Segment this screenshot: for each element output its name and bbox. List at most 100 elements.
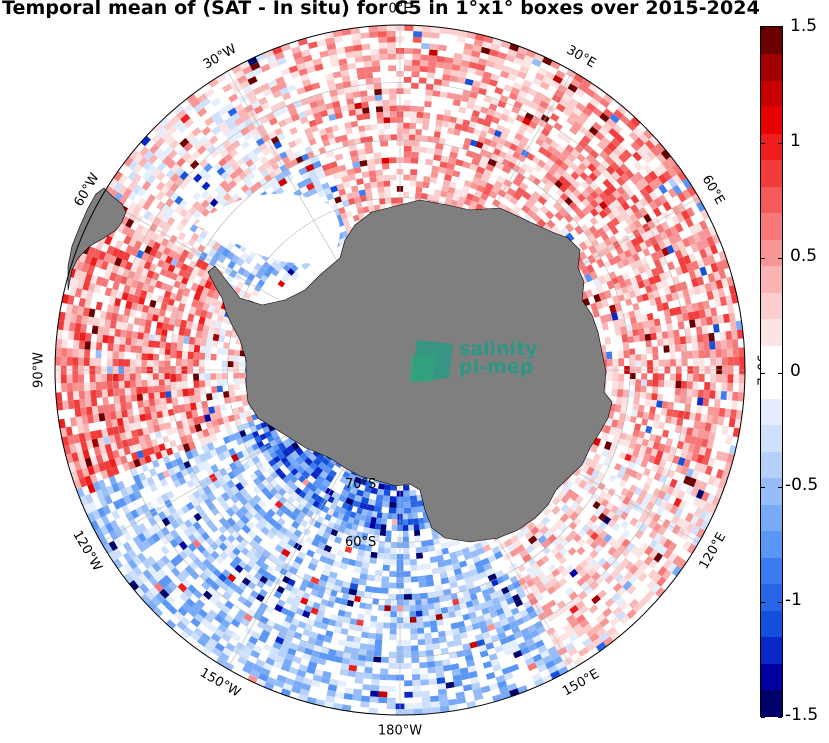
grid-cell <box>344 569 354 578</box>
grid-cell <box>303 494 311 502</box>
grid-cell <box>226 408 234 417</box>
grid-cell <box>375 100 383 107</box>
grid-cell <box>471 195 481 204</box>
grid-cell <box>381 512 388 519</box>
grid-cell <box>265 256 275 266</box>
grid-cell <box>141 346 149 354</box>
grid-cell <box>389 111 397 118</box>
grid-cell <box>425 649 434 657</box>
grid-cell <box>293 529 303 538</box>
grid-cell <box>379 535 386 542</box>
grid-cell <box>362 526 370 534</box>
grid-cell <box>381 576 390 583</box>
grid-cell <box>256 440 265 449</box>
grid-cell <box>403 548 410 554</box>
grid-cell <box>480 539 489 548</box>
grid-cell <box>185 410 193 420</box>
grid-cell <box>434 543 442 551</box>
grid-cell <box>374 639 383 646</box>
grid-cell <box>328 571 338 579</box>
grid-cell <box>367 199 374 207</box>
grid-cell <box>224 422 232 430</box>
grid-cell <box>262 535 272 545</box>
grid-cell <box>291 441 300 451</box>
grid-cell <box>474 190 483 198</box>
grid-cell <box>201 331 209 340</box>
grid-cell <box>143 399 150 408</box>
grid-cell <box>239 356 246 362</box>
grid-cell <box>235 482 244 492</box>
grid-cell <box>358 543 366 551</box>
grid-cell <box>155 404 162 412</box>
grid-cell <box>655 325 662 333</box>
grid-cell <box>409 122 417 129</box>
grid-cell <box>413 524 420 531</box>
grid-cell <box>589 270 598 281</box>
grid-cell <box>409 495 418 502</box>
grid-cell <box>578 251 588 261</box>
grid-cell <box>438 630 446 638</box>
grid-cell <box>359 131 367 138</box>
grid-cell <box>618 358 625 367</box>
grid-cell <box>306 549 315 558</box>
grid-cell <box>387 513 393 520</box>
grid-cell <box>441 149 451 158</box>
grid-cell <box>370 118 378 125</box>
grid-cell <box>266 466 275 475</box>
grid-cell <box>347 535 356 543</box>
grid-cell <box>375 169 383 176</box>
grid-cell <box>390 605 397 612</box>
grid-cell <box>228 349 235 356</box>
grid-cell <box>124 344 131 353</box>
grid-cell <box>189 402 197 411</box>
grid-cell <box>565 498 575 508</box>
grid-cell <box>578 479 588 489</box>
grid-cell <box>437 560 446 568</box>
grid-cell <box>509 196 519 206</box>
grid-cell <box>403 128 410 135</box>
grid-cell <box>606 380 613 389</box>
grid-cell <box>629 348 636 355</box>
grid-cell <box>162 409 169 418</box>
grid-cell <box>277 442 287 452</box>
grid-cell <box>314 466 323 475</box>
grid-cell <box>632 403 639 411</box>
grid-cell <box>639 398 646 406</box>
grid-cell <box>382 564 390 571</box>
grid-cell <box>258 465 267 474</box>
grid-cell <box>274 492 283 501</box>
grid-cell <box>158 360 165 367</box>
grid-cell <box>205 420 213 429</box>
grid-cell <box>148 333 156 341</box>
grid-cell <box>645 340 652 348</box>
grid-cell <box>345 522 353 530</box>
grid-cell <box>380 77 389 84</box>
grid-cell <box>416 552 424 559</box>
grid-cell <box>312 179 322 188</box>
grid-cell <box>312 552 322 561</box>
grid-cell <box>188 425 197 434</box>
grid-cell <box>131 331 139 339</box>
grid-cell <box>204 280 213 290</box>
grid-cell <box>239 478 249 488</box>
grid-cell <box>359 573 368 581</box>
grid-cell <box>649 326 657 334</box>
grid-cell <box>199 345 206 353</box>
grid-cell <box>294 516 303 525</box>
grid-cell <box>334 536 342 544</box>
grid-cell <box>376 181 384 188</box>
grid-cell <box>622 389 630 398</box>
grid-cell <box>389 634 397 641</box>
grid-cell <box>415 599 422 606</box>
grid-cell <box>164 385 171 392</box>
grid-cell <box>483 200 492 210</box>
grid-cell <box>234 389 241 397</box>
grid-cell <box>595 300 604 310</box>
grid-cell <box>409 192 416 199</box>
grid-cell <box>426 147 436 155</box>
grid-cell <box>227 414 235 423</box>
grid-cell <box>225 441 234 451</box>
grid-cell <box>381 518 387 525</box>
grid-cell <box>136 386 143 395</box>
grid-cell <box>651 339 658 347</box>
